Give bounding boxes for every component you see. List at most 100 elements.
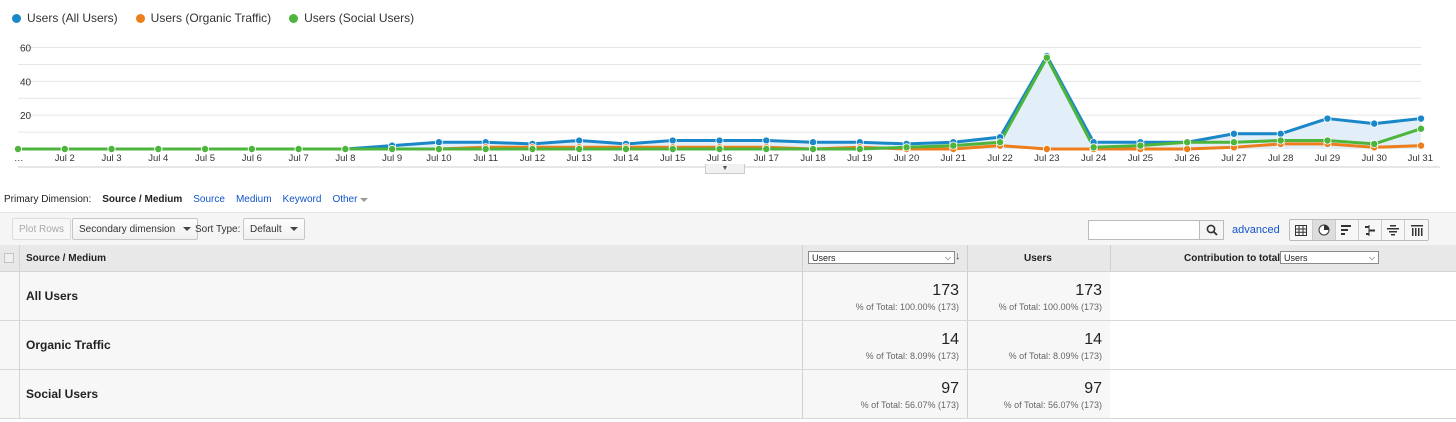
primary-dimension-bar: Primary Dimension: Source / Medium Sourc… [4, 194, 369, 205]
x-tick-label: Jul 22 [987, 153, 1012, 164]
chart-legend: Users (All Users) Users (Organic Traffic… [12, 11, 414, 25]
search-button[interactable] [1200, 220, 1224, 240]
sort-type-dropdown[interactable]: Default [243, 218, 305, 240]
data-point [13, 144, 22, 153]
metric-value: 97 [941, 380, 959, 397]
data-point [481, 144, 490, 153]
x-tick-label: Jul 31 [1408, 153, 1433, 164]
data-point [668, 144, 677, 153]
data-point [1323, 136, 1332, 145]
data-point [762, 144, 771, 153]
view-percentage-button[interactable] [1313, 220, 1336, 240]
x-tick-label: Jul 2 [55, 153, 75, 164]
users-percent: % of Total: 56.07% (173) [1003, 400, 1102, 410]
chart-collapse-handle[interactable]: ▼ [705, 164, 745, 174]
x-tick-label: … [14, 153, 24, 164]
data-point [621, 144, 630, 153]
data-point [1370, 139, 1379, 148]
users-percent: % of Total: 100.00% (173) [998, 302, 1102, 312]
series-area [18, 55, 1421, 150]
pivot-icon [1410, 224, 1423, 236]
x-tick-label: Jul 13 [567, 153, 592, 164]
secondary-dimension-dropdown[interactable]: Secondary dimension [72, 218, 199, 240]
x-tick-label: Jul 23 [1034, 153, 1059, 164]
data-point [1323, 114, 1332, 123]
column-header-users[interactable]: Users [1024, 252, 1052, 264]
x-tick-label: Jul 7 [289, 153, 309, 164]
data-point [107, 144, 116, 153]
metric-select-value: Users [812, 252, 836, 263]
view-pivot-button[interactable] [1405, 220, 1428, 240]
users-line-chart[interactable]: 20 40 60 … Jul 2 Jul 3 Jul 4 Jul 5 Jul 6 Jul 7 Jul… [0, 0, 1456, 180]
dimension-link-keyword[interactable]: Keyword [282, 194, 322, 205]
metric-value: 14 [941, 331, 959, 348]
x-tick-label: Jul 17 [754, 153, 779, 164]
dimension-other-label: Other [332, 194, 358, 205]
table-row[interactable]: All Users 173 % of Total: 100.00% (173) … [0, 272, 1456, 321]
column-header-source-medium[interactable]: Source / Medium [26, 252, 107, 264]
data-point [668, 136, 677, 145]
view-comparison-button[interactable] [1359, 220, 1382, 240]
sort-descending-icon[interactable]: ↓ [955, 250, 961, 262]
legend-item-social-users[interactable]: Users (Social Users) [289, 11, 414, 25]
data-point [60, 144, 69, 153]
x-tick-label: Jul 26 [1174, 153, 1199, 164]
metric-percent: % of Total: 100.00% (173) [855, 302, 959, 312]
metric-cell: 97 % of Total: 56.07% (173) [861, 380, 959, 410]
y-tick-label: 60 [20, 44, 32, 55]
table-toolbar: Plot Rows Secondary dimension Sort Type:… [0, 212, 1456, 246]
data-point [715, 136, 724, 145]
report-table: Source / Medium Users ⌵ ↓ Users Contribu… [0, 245, 1456, 419]
caret-down-icon [289, 227, 298, 231]
contribution-label: Contribution to total: [1184, 252, 1284, 264]
x-tick-label: Jul 21 [941, 153, 966, 164]
x-tick-label: Jul 15 [660, 153, 685, 164]
header-checkbox-cell [0, 245, 20, 271]
legend-label: Users (Social Users) [304, 11, 415, 25]
table-header: Source / Medium Users ⌵ ↓ Users Contribu… [0, 245, 1456, 272]
x-tick-label: Jul 27 [1221, 153, 1246, 164]
y-tick-label: 40 [20, 77, 32, 88]
table-row[interactable]: Social Users 97 % of Total: 56.07% (173)… [0, 370, 1456, 419]
data-point [575, 144, 584, 153]
legend-dot-icon [289, 13, 299, 23]
table-grid-icon [1295, 224, 1307, 236]
users-cell: 173 % of Total: 100.00% (173) [999, 282, 1102, 312]
view-term-cloud-button[interactable] [1382, 220, 1405, 240]
select-all-checkbox[interactable] [4, 253, 14, 263]
users-value: 14 [1084, 331, 1102, 348]
series-line [18, 54, 1422, 151]
dimension-link-medium[interactable]: Medium [235, 194, 272, 205]
x-tick-label: Jul 4 [148, 153, 168, 164]
chevron-down-icon: ⌵ [1368, 253, 1375, 262]
data-point [434, 138, 443, 147]
row-label: Organic Traffic [26, 338, 111, 352]
data-point [1417, 124, 1426, 133]
data-point [715, 144, 724, 153]
sort-type-label: Sort Type: [195, 224, 241, 235]
column-divider [802, 245, 803, 271]
view-data-table-button[interactable] [1290, 220, 1313, 240]
x-tick-label: Jul 30 [1362, 153, 1387, 164]
dimension-link-source[interactable]: Source [193, 194, 225, 205]
view-performance-button[interactable] [1336, 220, 1359, 240]
advanced-filter-link[interactable]: advanced [1232, 224, 1280, 236]
metric-cell: 173 % of Total: 100.00% (173) [856, 282, 959, 312]
plot-rows-button[interactable]: Plot Rows [12, 218, 72, 240]
table-row[interactable]: Organic Traffic 14 % of Total: 8.09% (17… [0, 321, 1456, 370]
dimension-other-dropdown[interactable]: Other [332, 194, 369, 205]
data-point [1276, 136, 1285, 145]
x-tick-label: Jul 25 [1128, 153, 1153, 164]
secondary-dimension-label: Secondary dimension [79, 223, 176, 235]
legend-item-all-users[interactable]: Users (All Users) [12, 11, 118, 25]
table-view-switcher [1289, 219, 1429, 241]
table-search-input[interactable] [1088, 220, 1200, 240]
contribution-cell [1110, 321, 1456, 369]
row-checkbox-cell [0, 272, 20, 320]
metric-select[interactable]: Users ⌵ [808, 251, 955, 264]
data-point [154, 144, 163, 153]
x-tick-label: Jul 9 [382, 153, 402, 164]
contribution-select[interactable]: Users ⌵ [1280, 251, 1379, 264]
data-point [201, 144, 210, 153]
legend-item-organic-traffic[interactable]: Users (Organic Traffic) [135, 11, 271, 25]
